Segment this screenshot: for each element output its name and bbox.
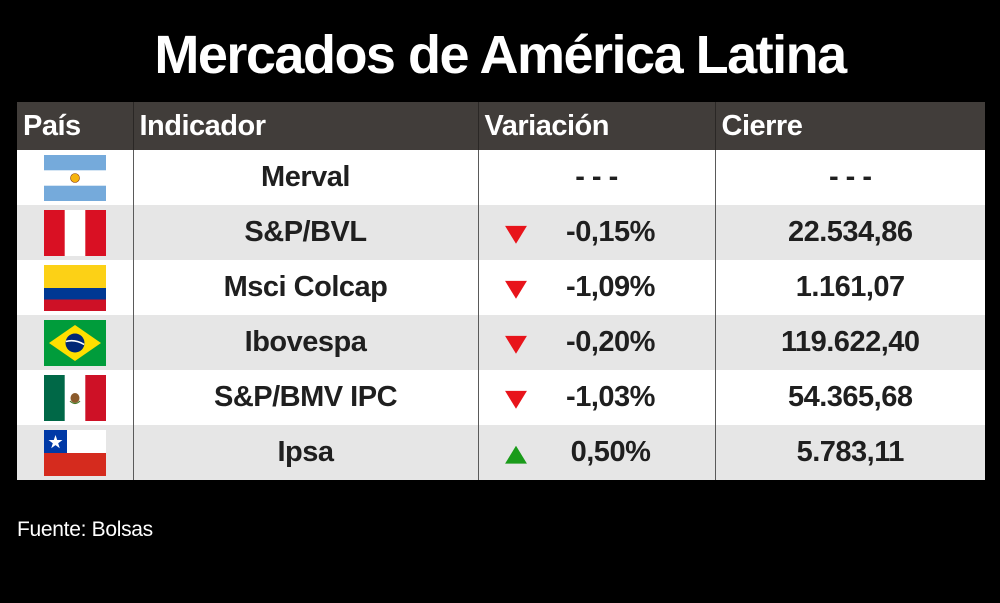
variation-value: -1,09% [566,271,655,303]
column-header-indicador: Indicador [132,102,478,150]
chile-flag-icon [43,429,106,476]
table-row: Ipsa 0,50% 5.783,11 [17,425,985,480]
down-arrow-icon [504,335,527,354]
country-cell [17,150,133,205]
column-header-cierre: Cierre [714,102,985,150]
argentina-flag-icon [43,154,106,201]
down-arrow-icon [504,390,527,409]
markets-table: País Indicador Variación Cierre Merval -… [17,102,985,480]
indicator-cell: Ibovespa [132,315,478,370]
colombia-flag-icon [43,264,106,311]
mexico-flag-icon [43,374,106,421]
variation-cell: -1,09% [477,260,715,315]
up-arrow-icon [504,445,527,464]
column-header-pais: País [17,102,133,150]
country-cell [17,205,133,260]
table-row: Msci Colcap -1,09% 1.161,07 [17,260,985,315]
indicator-cell: S&P/BMV IPC [132,370,478,425]
table-row: S&P/BMV IPC -1,03% 54.365,68 [17,370,985,425]
close-cell: 119.622,40 [714,315,985,370]
indicator-cell: Ipsa [132,425,478,480]
peru-flag-icon [43,209,106,256]
variation-value: -1,03% [566,381,655,413]
variation-cell: - - - [477,150,715,205]
variation-value: -0,15% [566,216,655,248]
close-cell: 1.161,07 [714,260,985,315]
column-header-variacion: Variación [477,102,715,150]
variation-value: -0,20% [566,326,655,358]
variation-value: 0,50% [570,436,651,468]
close-cell: - - - [714,150,985,205]
indicator-cell: S&P/BVL [132,205,478,260]
variation-value: - - - [575,161,618,193]
country-cell [17,370,133,425]
table-row: Merval - - - - - - [17,150,985,205]
close-cell: 22.534,86 [714,205,985,260]
close-cell: 54.365,68 [714,370,985,425]
variation-cell: -1,03% [477,370,715,425]
chart-title: Mercados de América Latina [154,25,847,85]
indicator-cell: Merval [132,150,478,205]
variation-cell: 0,50% [477,425,715,480]
indicator-cell: Msci Colcap [132,260,478,315]
variation-cell: -0,15% [477,205,715,260]
variation-cell: -0,20% [477,315,715,370]
table-row: S&P/BVL -0,15% 22.534,86 [17,205,985,260]
table-header-row: País Indicador Variación Cierre [17,102,985,150]
brazil-flag-icon [43,319,106,366]
country-cell [17,260,133,315]
close-cell: 5.783,11 [714,425,985,480]
down-arrow-icon [504,225,527,244]
source-note: Fuente: Bolsas [17,518,153,541]
country-cell [17,425,133,480]
country-cell [17,315,133,370]
down-arrow-icon [504,280,527,299]
table-row: Ibovespa -0,20% 119.622,40 [17,315,985,370]
